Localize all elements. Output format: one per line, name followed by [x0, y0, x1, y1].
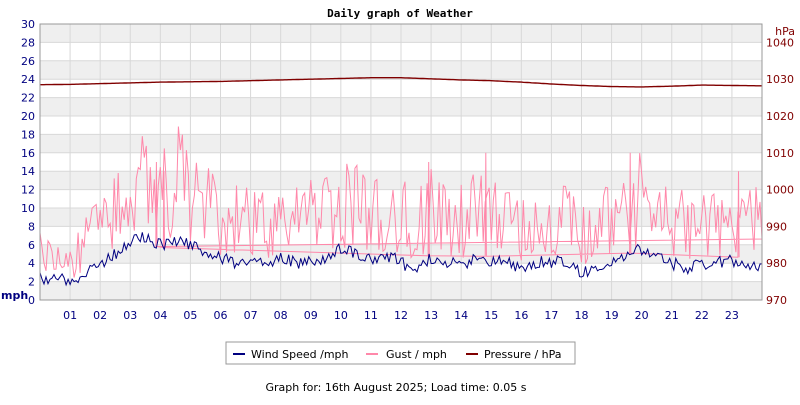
x-tick-label: 20 [635, 309, 649, 322]
x-tick-label: 03 [123, 309, 137, 322]
left-tick-label: 4 [28, 257, 35, 270]
x-tick-label: 14 [454, 309, 468, 322]
plot-frame [39, 23, 763, 301]
legend-label-wind: Wind Speed /mph [251, 348, 349, 361]
x-tick-label: 12 [394, 309, 408, 322]
chart-title: Daily graph of Weather [327, 7, 473, 20]
series-wind-speed [39, 232, 763, 287]
left-tick-label: 10 [21, 202, 35, 215]
x-tick-label: 16 [514, 309, 528, 322]
x-tick-label: 13 [424, 309, 438, 322]
legend-label-gust: Gust / mph [386, 348, 447, 361]
legend: Wind Speed /mph Gust / mph Pressure / hP… [225, 341, 576, 365]
right-axis-label: hPa [775, 25, 795, 38]
right-tick-label: 1000 [766, 184, 794, 197]
x-tick-label: 08 [274, 309, 288, 322]
left-tick-label: 22 [21, 92, 35, 105]
series-gust [39, 126, 763, 278]
x-tick-label: 09 [304, 309, 318, 322]
left-tick-label: 2 [28, 276, 35, 289]
x-tick-label: 21 [665, 309, 679, 322]
right-tick-label: 1010 [766, 147, 794, 160]
x-tick-label: 04 [153, 309, 167, 322]
x-tick-label: 22 [695, 309, 709, 322]
x-tick-label: 19 [605, 309, 619, 322]
left-tick-label: 0 [28, 294, 35, 307]
x-tick-label: 10 [334, 309, 348, 322]
series-pressure [40, 77, 762, 88]
right-tick-label: 1040 [766, 36, 794, 49]
right-tick-label: 1020 [766, 110, 794, 123]
left-tick-label: 14 [21, 165, 35, 178]
left-axis-label: mph [1, 289, 28, 302]
right-tick-label: 980 [766, 257, 787, 270]
x-tick-label: 15 [484, 309, 498, 322]
left-tick-label: 18 [21, 128, 35, 141]
x-tick-label: 02 [93, 309, 107, 322]
left-tick-label: 26 [21, 55, 35, 68]
footer-text: Graph for: 16th August 2025; Load time: … [266, 381, 527, 394]
left-tick-label: 12 [21, 184, 35, 197]
left-tick-label: 30 [21, 18, 35, 31]
x-tick-label: 05 [183, 309, 197, 322]
left-tick-label: 20 [21, 110, 35, 123]
left-tick-label: 16 [21, 147, 35, 160]
x-tick-label: 23 [725, 309, 739, 322]
x-axis-ticks: 01 02 03 04 05 06 07 08 09 10 11 12 13 14 15 16 17 18 19 20… [63, 309, 739, 322]
legend-label-pressure: Pressure / hPa [484, 348, 562, 361]
left-tick-label: 28 [21, 36, 35, 49]
right-axis-ticks: 970 980 990 1000 1010 1020 1030 1040 [766, 36, 794, 307]
x-tick-label: 06 [214, 309, 228, 322]
right-tick-label: 970 [766, 294, 787, 307]
x-tick-label: 18 [575, 309, 589, 322]
left-tick-label: 24 [21, 73, 35, 86]
x-tick-label: 11 [364, 309, 378, 322]
x-tick-label: 01 [63, 309, 77, 322]
left-tick-label: 6 [28, 239, 35, 252]
x-tick-label: 17 [544, 309, 558, 322]
series-layer [39, 77, 763, 287]
x-tick-label: 07 [244, 309, 258, 322]
left-tick-label: 8 [28, 220, 35, 233]
right-tick-label: 1030 [766, 73, 794, 86]
right-tick-label: 990 [766, 220, 787, 233]
legend-box [225, 341, 576, 365]
